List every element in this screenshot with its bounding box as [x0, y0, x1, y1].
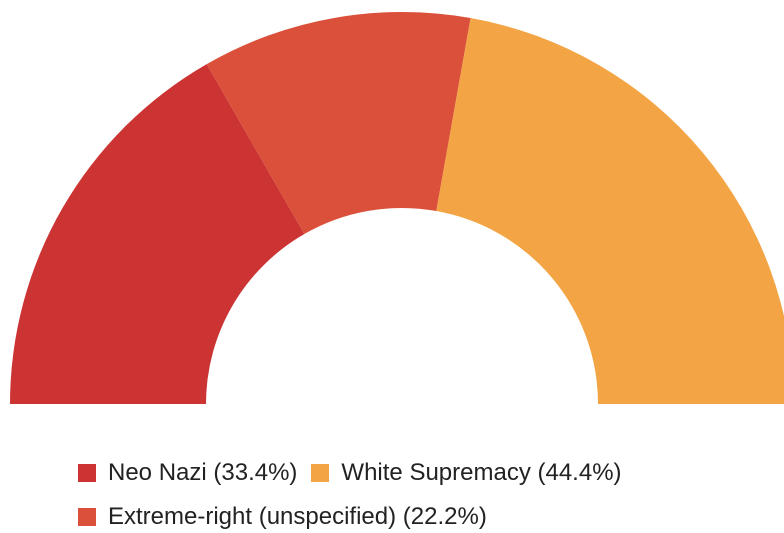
legend-swatch-neo-nazi — [78, 464, 96, 482]
legend-item-extreme-right[interactable]: Extreme-right (unspecified) (22.2%) — [78, 503, 487, 531]
legend-swatch-extreme-right — [78, 508, 96, 526]
slices-group — [10, 11, 784, 405]
legend-item-white-supremacy[interactable]: White Supremacy (44.4%) — [311, 459, 622, 487]
slice-neo-nazi[interactable] — [10, 64, 305, 405]
slice-white-supremacy[interactable] — [436, 18, 784, 404]
legend-row-1: Neo Nazi (33.4%) White Supremacy (44.4%) — [78, 458, 636, 488]
legend-label-neo-nazi: Neo Nazi (33.4%) — [108, 459, 298, 486]
legend-label-extreme-right: Extreme-right (unspecified) (22.2%) — [108, 503, 487, 530]
slice-extreme-right-unspecified[interactable] — [206, 11, 471, 235]
legend-label-white-supremacy: White Supremacy (44.4%) — [341, 459, 622, 486]
legend-row-2: Extreme-right (unspecified) (22.2%) — [78, 502, 501, 532]
legend-swatch-white-supremacy — [311, 464, 330, 482]
legend-item-neo-nazi[interactable]: Neo Nazi (33.4%) — [78, 459, 297, 487]
